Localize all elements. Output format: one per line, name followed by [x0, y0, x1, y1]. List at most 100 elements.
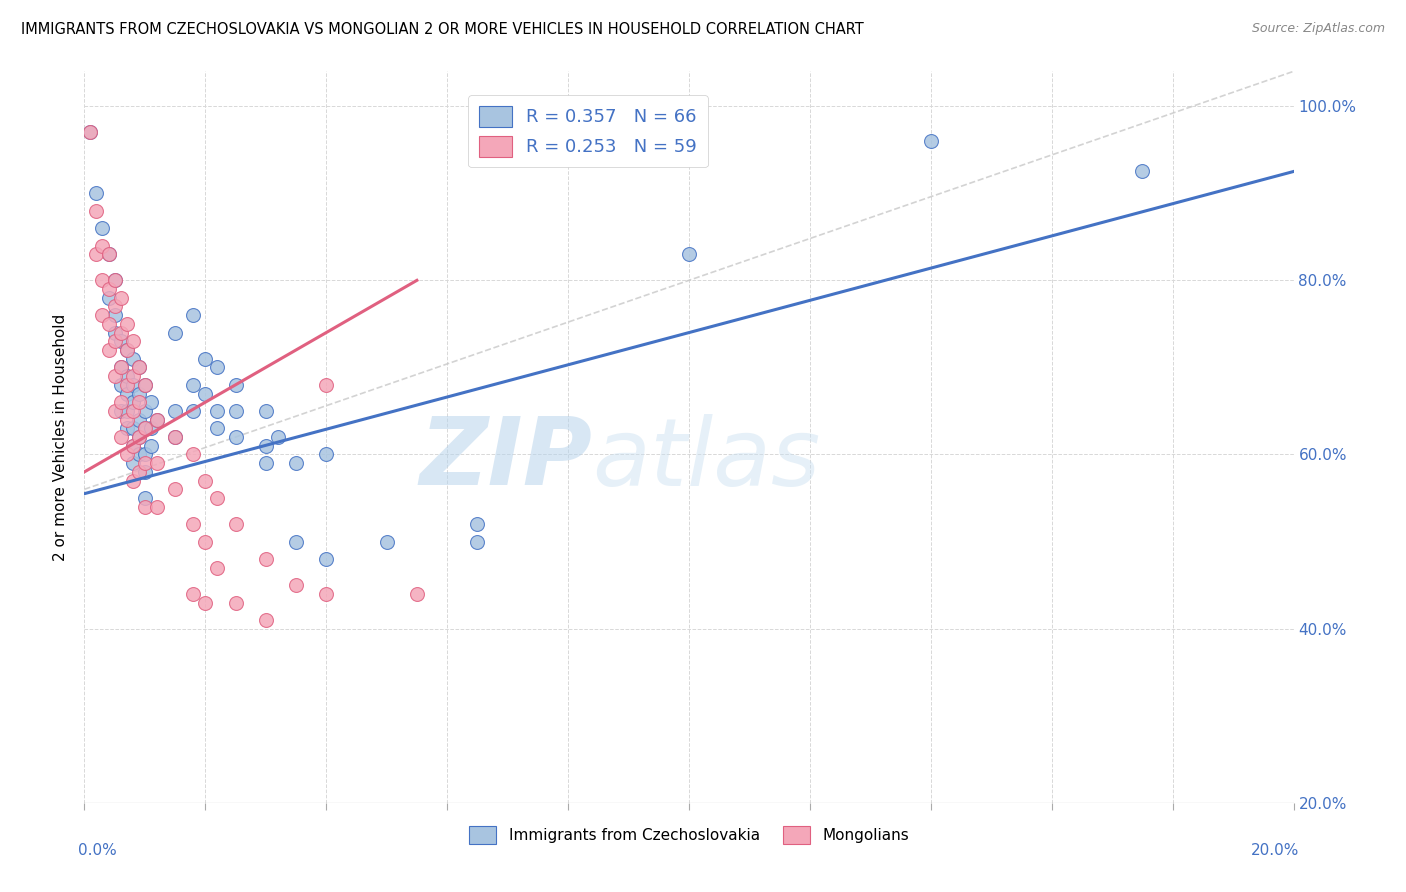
- Point: [139, 439, 162, 453]
- Point: [79, 125, 101, 139]
- Point: [165, 430, 187, 444]
- Point: [104, 300, 127, 314]
- Point: [315, 448, 337, 462]
- Point: [134, 404, 156, 418]
- Point: [181, 404, 204, 418]
- Point: [207, 560, 229, 574]
- Point: [194, 474, 217, 488]
- Point: [254, 456, 277, 470]
- Point: [181, 377, 204, 392]
- Point: [165, 326, 187, 340]
- Y-axis label: 2 or more Vehicles in Household: 2 or more Vehicles in Household: [53, 313, 69, 561]
- Point: [920, 134, 942, 148]
- Point: [97, 317, 120, 331]
- Point: [110, 395, 132, 409]
- Point: [315, 587, 337, 601]
- Point: [115, 377, 138, 392]
- Point: [115, 448, 138, 462]
- Point: [121, 334, 143, 349]
- Point: [181, 448, 204, 462]
- Point: [128, 360, 150, 375]
- Point: [467, 517, 489, 532]
- Point: [207, 360, 229, 375]
- Text: ZIP: ZIP: [419, 413, 592, 505]
- Point: [254, 404, 277, 418]
- Point: [134, 465, 156, 479]
- Point: [254, 613, 277, 627]
- Point: [134, 448, 156, 462]
- Point: [115, 343, 138, 357]
- Point: [181, 308, 204, 322]
- Point: [678, 247, 700, 261]
- Point: [121, 377, 143, 392]
- Point: [254, 552, 277, 566]
- Point: [225, 404, 247, 418]
- Point: [467, 534, 489, 549]
- Point: [146, 412, 169, 426]
- Point: [406, 587, 429, 601]
- Point: [121, 474, 143, 488]
- Text: IMMIGRANTS FROM CZECHOSLOVAKIA VS MONGOLIAN 2 OR MORE VEHICLES IN HOUSEHOLD CORR: IMMIGRANTS FROM CZECHOSLOVAKIA VS MONGOL…: [21, 22, 863, 37]
- Point: [165, 404, 187, 418]
- Point: [225, 430, 247, 444]
- Point: [315, 552, 337, 566]
- Point: [285, 578, 308, 592]
- Point: [165, 430, 187, 444]
- Point: [254, 439, 277, 453]
- Point: [134, 456, 156, 470]
- Point: [104, 273, 127, 287]
- Point: [86, 203, 108, 218]
- Point: [225, 517, 247, 532]
- Point: [146, 412, 169, 426]
- Point: [128, 412, 150, 426]
- Text: Source: ZipAtlas.com: Source: ZipAtlas.com: [1251, 22, 1385, 36]
- Point: [165, 483, 187, 497]
- Point: [104, 369, 127, 384]
- Point: [194, 386, 217, 401]
- Point: [86, 247, 108, 261]
- Point: [128, 465, 150, 479]
- Point: [134, 500, 156, 514]
- Point: [146, 456, 169, 470]
- Point: [134, 421, 156, 435]
- Point: [134, 421, 156, 435]
- Point: [285, 456, 308, 470]
- Point: [128, 448, 150, 462]
- Point: [97, 282, 120, 296]
- Point: [134, 377, 156, 392]
- Point: [97, 247, 120, 261]
- Point: [207, 421, 229, 435]
- Point: [110, 360, 132, 375]
- Point: [121, 421, 143, 435]
- Point: [134, 377, 156, 392]
- Point: [285, 534, 308, 549]
- Point: [181, 587, 204, 601]
- Point: [194, 534, 217, 549]
- Point: [104, 308, 127, 322]
- Point: [97, 343, 120, 357]
- Point: [128, 395, 150, 409]
- Point: [207, 491, 229, 505]
- Point: [115, 421, 138, 435]
- Point: [225, 595, 247, 609]
- Point: [139, 395, 162, 409]
- Point: [194, 595, 217, 609]
- Point: [91, 221, 114, 235]
- Point: [104, 326, 127, 340]
- Point: [110, 404, 132, 418]
- Point: [79, 125, 101, 139]
- Legend: Immigrants from Czechoslovakia, Mongolians: Immigrants from Czechoslovakia, Mongolia…: [463, 820, 915, 850]
- Point: [115, 317, 138, 331]
- Point: [110, 291, 132, 305]
- Point: [315, 377, 337, 392]
- Point: [115, 386, 138, 401]
- Point: [110, 377, 132, 392]
- Point: [267, 430, 290, 444]
- Point: [104, 273, 127, 287]
- Point: [97, 291, 120, 305]
- Point: [110, 334, 132, 349]
- Point: [121, 395, 143, 409]
- Text: atlas: atlas: [592, 414, 821, 505]
- Point: [1132, 164, 1154, 178]
- Text: 20.0%: 20.0%: [1251, 843, 1299, 858]
